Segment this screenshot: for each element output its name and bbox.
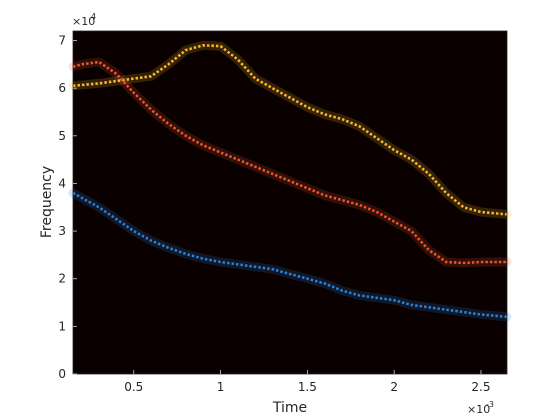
y-tick-label: 4 xyxy=(58,176,66,190)
x-tick-label: 2.5 xyxy=(471,380,490,394)
x-tick-label: 2 xyxy=(390,380,398,394)
y-axis-label: Frequency xyxy=(39,166,55,238)
y-tick-label: 1 xyxy=(58,319,66,333)
y-tick-label: 7 xyxy=(58,34,66,48)
svg-text:4: 4 xyxy=(91,12,96,21)
series-1-line xyxy=(72,43,508,216)
series-layer xyxy=(72,43,508,319)
x-tick-label: 0.5 xyxy=(124,380,143,394)
svg-text:-3: -3 xyxy=(486,400,494,409)
svg-text:×10: ×10 xyxy=(72,15,95,28)
y-tick-label: 5 xyxy=(58,129,66,143)
y-multiplier: ×10 4 xyxy=(72,12,96,28)
y-tick-label: 6 xyxy=(58,81,66,95)
y-tick-label: 3 xyxy=(58,224,66,238)
x-tick-label: 1.5 xyxy=(298,380,317,394)
axes: 0.5 1 1.5 2 2.5 0 1 2 3 4 5 6 7 xyxy=(58,30,508,394)
series-2-line xyxy=(72,60,507,265)
plot-background xyxy=(73,31,507,374)
svg-text:×10: ×10 xyxy=(467,403,490,416)
x-tick-label: 1 xyxy=(217,380,225,394)
x-multiplier: ×10 -3 xyxy=(467,400,494,416)
y-tick-label: 0 xyxy=(58,367,66,381)
x-axis-label: Time xyxy=(272,400,307,416)
plot-frame xyxy=(72,30,508,375)
series-3-line xyxy=(72,191,508,319)
y-tick-label: 2 xyxy=(58,272,66,286)
